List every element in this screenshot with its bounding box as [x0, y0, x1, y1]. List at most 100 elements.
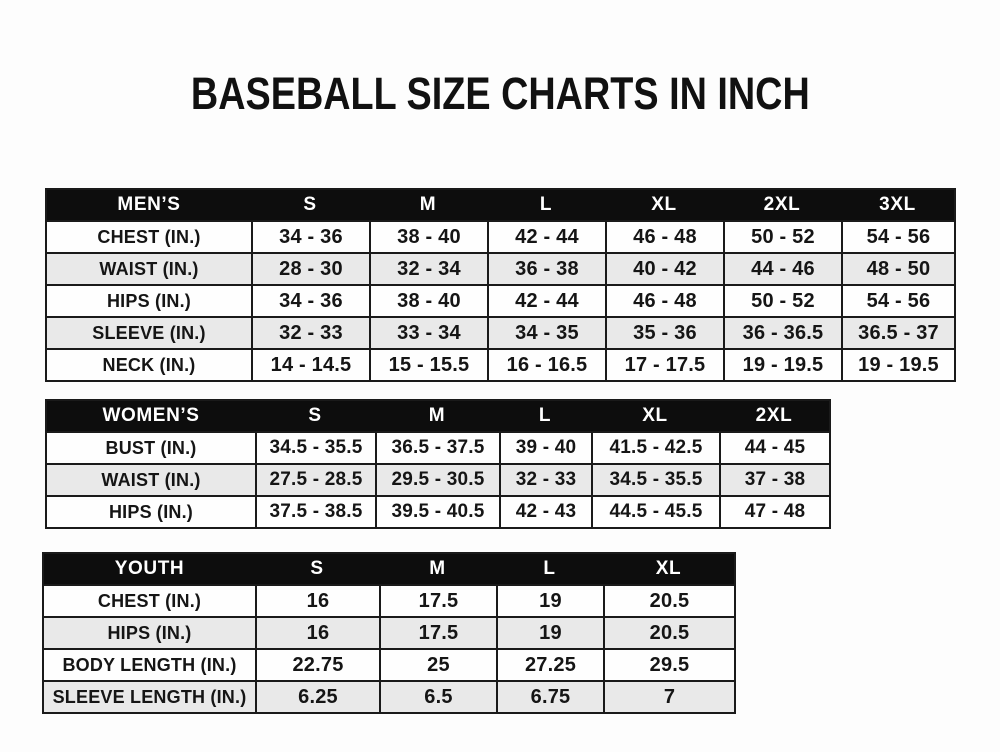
measurement-value-cell: 39 - 40 [499, 433, 591, 463]
size-column-header: S [308, 405, 322, 426]
table-header-row: YOUTH S M L XL [44, 554, 734, 584]
table-row: SLEEVE (IN.) 32 - 33 33 - 34 34 - 35 35 - 36… [47, 316, 954, 348]
measurement-value-cell: 35 - 36 [605, 318, 723, 348]
measurement-value-cell: 38 - 40 [369, 286, 487, 316]
measurement-value-cell: 17.5 [379, 586, 496, 616]
measurement-value-cell: 44 - 46 [723, 254, 841, 284]
row-label-cell: HIPS (IN.) [106, 290, 191, 311]
measurement-value-cell: 46 - 48 [605, 286, 723, 316]
table-title-cell: YOUTH [114, 558, 185, 579]
size-column-header: 2XL [763, 194, 801, 215]
row-label-cell: NECK (IN.) [102, 354, 196, 375]
measurement-value-cell: 22.75 [255, 650, 379, 680]
measurement-value-cell: 36 - 38 [487, 254, 605, 284]
page-title: BASEBALL SIZE CHARTS IN INCH [0, 68, 1000, 120]
measurement-value-cell: 27.5 - 28.5 [255, 465, 375, 495]
measurement-value-cell: 41.5 - 42.5 [591, 433, 719, 463]
measurement-value-cell: 29.5 - 30.5 [375, 465, 499, 495]
size-column-header: L [543, 558, 556, 579]
measurement-value-cell: 32 - 33 [499, 465, 591, 495]
table-title-cell: MEN’S [117, 194, 181, 215]
measurement-value-cell: 48 - 50 [841, 254, 954, 284]
table-header-row: MEN’S S M L XL 2XL 3XL [47, 190, 954, 220]
measurement-value-cell: 34 - 36 [251, 286, 369, 316]
row-label-cell: BUST (IN.) [105, 437, 197, 458]
row-label-cell: CHEST (IN.) [97, 226, 201, 247]
table-row: HIPS (IN.) 37.5 - 38.5 39.5 - 40.5 42 - 43 4… [47, 495, 829, 527]
measurement-value-cell: 20.5 [603, 618, 734, 648]
measurement-value-cell: 19 [496, 586, 603, 616]
measurement-value-cell: 36 - 36.5 [723, 318, 841, 348]
measurement-value-cell: 7 [603, 682, 734, 712]
table-row: HIPS (IN.) 34 - 36 38 - 40 42 - 44 46 - 48 50… [47, 284, 954, 316]
size-column-header: XL [642, 405, 668, 426]
measurement-value-cell: 34.5 - 35.5 [591, 465, 719, 495]
size-column-header: 3XL [879, 194, 916, 215]
size-column-header: M [429, 558, 446, 579]
measurement-value-cell: 40 - 42 [605, 254, 723, 284]
size-column-header: L [538, 405, 552, 426]
measurement-value-cell: 27.25 [496, 650, 603, 680]
measurement-value-cell: 44.5 - 45.5 [591, 497, 719, 527]
size-column-header: M [428, 405, 446, 426]
measurement-value-cell: 36.5 - 37.5 [375, 433, 499, 463]
measurement-value-cell: 29.5 [603, 650, 734, 680]
measurement-value-cell: 44 - 45 [719, 433, 829, 463]
row-label-cell: SLEEVE LENGTH (IN.) [52, 686, 247, 707]
table-row: BODY LENGTH (IN.) 22.75 25 27.25 29.5 [44, 648, 734, 680]
measurement-value-cell: 37.5 - 38.5 [255, 497, 375, 527]
size-column-header: L [539, 194, 553, 215]
measurement-value-cell: 32 - 33 [251, 318, 369, 348]
measurement-value-cell: 19 - 19.5 [841, 350, 954, 380]
size-column-header: M [419, 194, 437, 215]
measurement-value-cell: 17 - 17.5 [605, 350, 723, 380]
row-label-cell: HIPS (IN.) [107, 622, 192, 643]
measurement-value-cell: 42 - 44 [487, 222, 605, 252]
row-label-cell: CHEST (IN.) [97, 590, 202, 611]
mens-size-table: MEN’S S M L XL 2XL 3XL CHEST (IN.) 34 - 36 38 - 4… [45, 188, 956, 382]
measurement-value-cell: 16 [255, 618, 379, 648]
measurement-value-cell: 28 - 30 [251, 254, 369, 284]
table-row: HIPS (IN.) 16 17.5 19 20.5 [44, 616, 734, 648]
table-row: BUST (IN.) 34.5 - 35.5 36.5 - 37.5 39 - 40 4… [47, 431, 829, 463]
measurement-value-cell: 37 - 38 [719, 465, 829, 495]
measurement-value-cell: 6.25 [255, 682, 379, 712]
size-column-header: S [303, 194, 317, 215]
measurement-value-cell: 25 [379, 650, 496, 680]
measurement-value-cell: 15 - 15.5 [369, 350, 487, 380]
table-title-cell: WOMEN’S [102, 405, 200, 426]
table-header-row: WOMEN’S S M L XL 2XL [47, 401, 829, 431]
row-label-cell: WAIST (IN.) [101, 469, 201, 490]
table-row: CHEST (IN.) 16 17.5 19 20.5 [44, 584, 734, 616]
measurement-value-cell: 42 - 43 [499, 497, 591, 527]
measurement-value-cell: 19 [496, 618, 603, 648]
measurement-value-cell: 34 - 36 [251, 222, 369, 252]
table-row: NECK (IN.) 14 - 14.5 15 - 15.5 16 - 16.5 17 … [47, 348, 954, 380]
measurement-value-cell: 19 - 19.5 [723, 350, 841, 380]
table-row: CHEST (IN.) 34 - 36 38 - 40 42 - 44 46 - 48 5… [47, 220, 954, 252]
measurement-value-cell: 16 [255, 586, 379, 616]
measurement-value-cell: 54 - 56 [841, 286, 954, 316]
measurement-value-cell: 54 - 56 [841, 222, 954, 252]
measurement-value-cell: 47 - 48 [719, 497, 829, 527]
measurement-value-cell: 16 - 16.5 [487, 350, 605, 380]
row-label-cell: BODY LENGTH (IN.) [62, 654, 237, 675]
size-column-header: S [310, 558, 324, 579]
row-label-cell: WAIST (IN.) [99, 258, 199, 279]
measurement-value-cell: 38 - 40 [369, 222, 487, 252]
womens-size-table: WOMEN’S S M L XL 2XL BUST (IN.) 34.5 - 35.5 36.5… [45, 399, 831, 529]
measurement-value-cell: 14 - 14.5 [251, 350, 369, 380]
measurement-value-cell: 46 - 48 [605, 222, 723, 252]
measurement-value-cell: 36.5 - 37 [841, 318, 954, 348]
measurement-value-cell: 50 - 52 [723, 286, 841, 316]
measurement-value-cell: 50 - 52 [723, 222, 841, 252]
page-title-text: BASEBALL SIZE CHARTS IN INCH [190, 68, 810, 119]
measurement-value-cell: 39.5 - 40.5 [375, 497, 499, 527]
measurement-value-cell: 32 - 34 [369, 254, 487, 284]
measurement-value-cell: 34.5 - 35.5 [255, 433, 375, 463]
size-column-header: XL [651, 194, 677, 215]
youth-size-table: YOUTH S M L XL CHEST (IN.) 16 17.5 19 20.5 HIPS (I… [42, 552, 736, 714]
row-label-cell: SLEEVE (IN.) [92, 322, 206, 343]
size-column-header: 2XL [755, 405, 793, 426]
